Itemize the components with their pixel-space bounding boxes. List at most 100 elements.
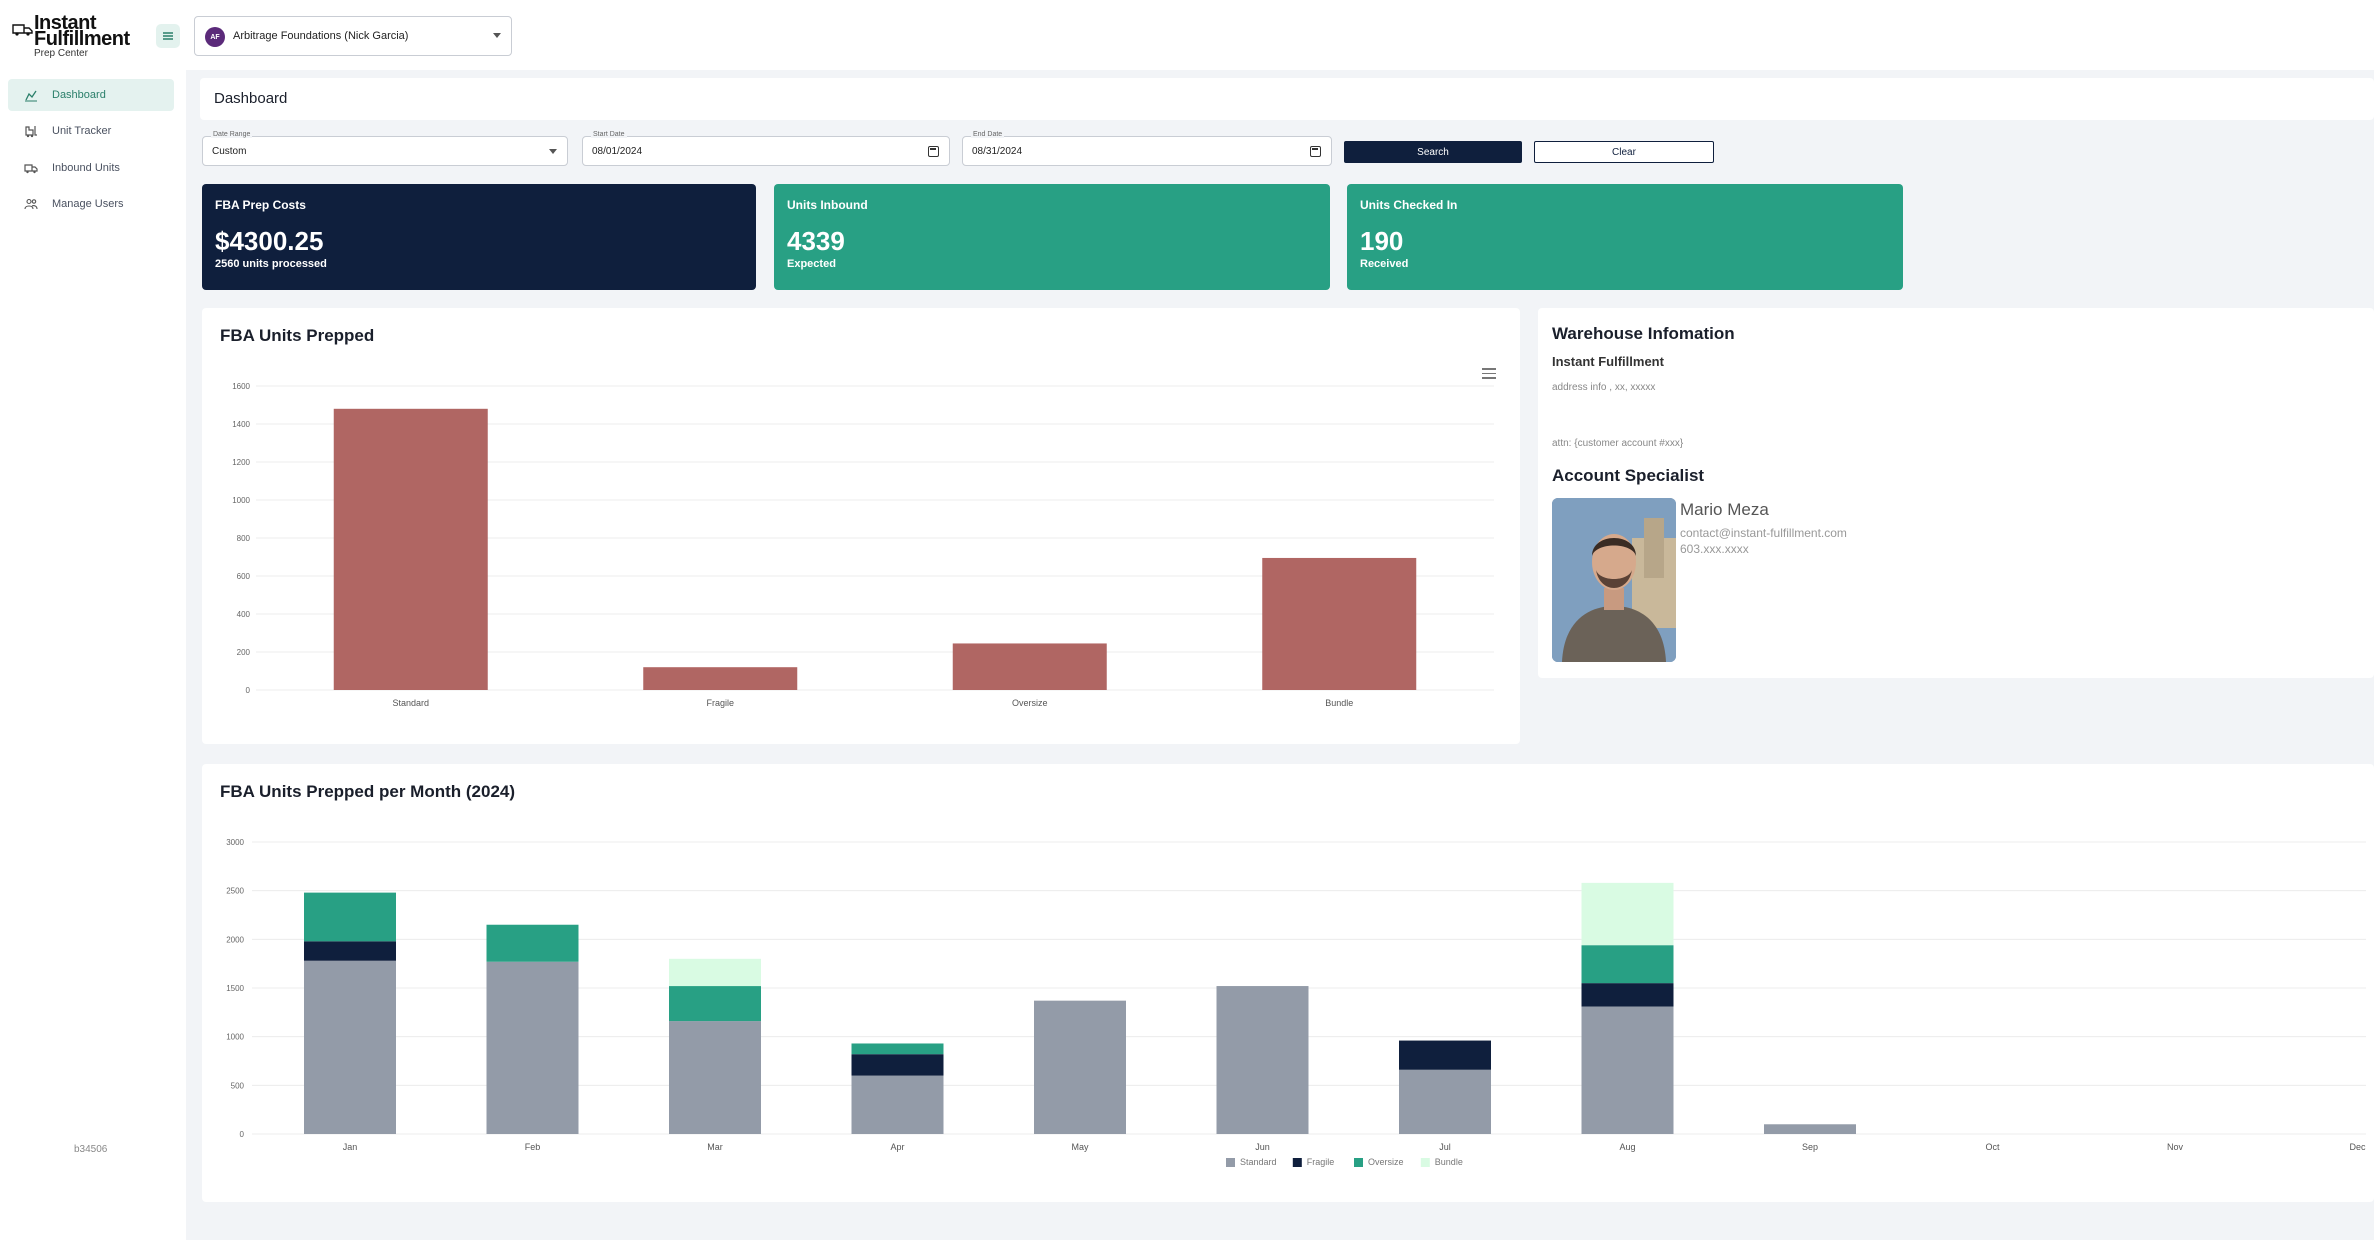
chart-title: FBA Units Prepped	[220, 326, 375, 345]
menu-toggle-button[interactable]	[156, 24, 180, 48]
legend-swatch	[1420, 1158, 1430, 1167]
x-tick-label: May	[1071, 1142, 1089, 1152]
x-tick-label: Feb	[525, 1142, 541, 1152]
sidebar-item-label: Unit Tracker	[52, 125, 112, 137]
y-tick-label: 600	[237, 572, 251, 581]
y-tick-label: 800	[237, 534, 251, 543]
logo-text-line1: Instant	[34, 12, 97, 34]
specialist-photo	[1552, 498, 1676, 662]
sidebar-item-inbound-units[interactable]: Inbound Units	[8, 152, 174, 184]
stat-subtext: 2560 units processed	[215, 258, 327, 270]
calendar-icon[interactable]	[1310, 146, 1321, 157]
legend-swatch	[1226, 1158, 1235, 1167]
stat-subtext: Expected	[787, 258, 836, 270]
bar-segment	[669, 986, 761, 1022]
bar	[952, 643, 1107, 690]
users-icon	[24, 197, 38, 211]
bar	[333, 408, 488, 690]
stat-label: FBA Prep Costs	[215, 198, 306, 212]
stat-value: 4339	[787, 226, 845, 256]
bar-segment	[1764, 1124, 1856, 1134]
x-tick-label: Oversize	[1012, 698, 1048, 708]
legend-swatch	[1292, 1158, 1302, 1167]
chart-menu-icon[interactable]	[1482, 368, 1496, 380]
bar-segment	[1216, 986, 1309, 1134]
bar-segment	[1399, 1069, 1491, 1134]
end-date-value: 08/31/2024	[972, 146, 1023, 157]
x-tick-label: Dec	[2349, 1142, 2366, 1152]
date-range-select[interactable]: Date Range Custom	[202, 131, 568, 166]
start-date-value: 08/01/2024	[592, 146, 643, 157]
version-label: b34506	[74, 1144, 108, 1155]
top-bar: Instant Fulfillment Prep Center AF Arbit…	[0, 0, 2374, 70]
x-tick-label: Mar	[707, 1142, 723, 1152]
x-tick-label: Sep	[1802, 1142, 1818, 1152]
bar	[643, 667, 798, 690]
sidebar-item-label: Inbound Units	[52, 162, 120, 174]
bar-segment	[304, 892, 396, 942]
account-avatar: AF	[205, 27, 225, 47]
specialist-email[interactable]: contact@instant-fulfillment.com	[1680, 526, 1847, 540]
date-range-value: Custom	[212, 146, 247, 157]
stat-value: 190	[1360, 226, 1404, 256]
bar	[1262, 557, 1417, 690]
bar-segment	[1581, 1006, 1674, 1134]
bar-segment	[1581, 882, 1674, 946]
stat-subtext: Received	[1360, 258, 1409, 270]
stat-card-units-inbound: Units Inbound 4339 Expected	[774, 184, 1330, 290]
y-tick-label: 1000	[226, 1033, 244, 1042]
units-prepped-chart: 0 200 400 600 800 1000 1200 1400 1600 Standard Fra…	[232, 382, 1494, 708]
end-date-field[interactable]: End Date 08/31/2024	[962, 131, 1332, 166]
y-tick-label: 1500	[226, 984, 244, 993]
logo-text-line2: Fulfillment	[34, 28, 130, 50]
clear-button[interactable]: Clear	[1534, 141, 1714, 163]
bar-segment	[669, 1021, 761, 1134]
sidebar-item-manage-users[interactable]: Manage Users	[8, 188, 174, 220]
bar-segment	[1034, 1000, 1126, 1134]
y-tick-label: 2500	[226, 887, 244, 896]
y-tick-label: 1400	[232, 420, 250, 429]
account-select[interactable]: AF Arbitrage Foundations (Nick Garcia)	[194, 16, 512, 56]
x-tick-label: Standard	[392, 698, 429, 708]
calendar-icon[interactable]	[928, 146, 939, 157]
bar-segment	[1399, 1040, 1491, 1070]
y-tick-label: 1600	[232, 382, 250, 391]
y-tick-label: 2000	[226, 935, 244, 944]
bar-segment	[486, 924, 579, 962]
logo[interactable]: Instant Fulfillment Prep Center	[12, 12, 132, 60]
legend-label: Oversize	[1368, 1157, 1404, 1167]
sidebar-item-dashboard[interactable]: Dashboard	[8, 79, 174, 111]
x-tick-label: Nov	[2167, 1142, 2184, 1152]
specialist-title: Account Specialist	[1552, 466, 1705, 485]
units-per-month-chart: 0 500 1000 1500 2000 2500 3000 Jan Feb Mar Apr May J…	[226, 838, 2366, 1167]
x-tick-label: Bundle	[1325, 698, 1353, 708]
y-tick-label: 3000	[226, 838, 244, 847]
x-tick-label: Aug	[1619, 1142, 1635, 1152]
sidebar: Dashboard Unit Tracker Inbound Units Man…	[0, 70, 186, 1240]
warehouse-info-panel: Warehouse Infomation Instant Fulfillment…	[1538, 308, 2374, 678]
start-date-field[interactable]: Start Date 08/01/2024	[582, 131, 950, 166]
sidebar-item-label: Dashboard	[52, 89, 106, 101]
page-header: Dashboard	[200, 78, 2374, 120]
account-name: Arbitrage Foundations (Nick Garcia)	[233, 30, 409, 42]
x-tick-label: Oct	[1985, 1142, 2000, 1152]
bar-segment	[486, 961, 579, 1134]
chevron-down-icon	[549, 149, 557, 154]
y-tick-label: 200	[237, 648, 251, 657]
x-tick-label: Jun	[1255, 1142, 1270, 1152]
search-button[interactable]: Search	[1344, 141, 1522, 163]
x-tick-label: Jan	[343, 1142, 358, 1152]
truck-icon	[24, 161, 38, 175]
bar-segment	[851, 1075, 944, 1134]
stat-card-prep-costs: FBA Prep Costs $4300.25 2560 units proce…	[202, 184, 756, 290]
chart-line-icon	[24, 88, 38, 102]
y-tick-label: 500	[231, 1081, 245, 1090]
bar-segment	[851, 1054, 944, 1076]
y-tick-label: 0	[246, 686, 251, 695]
sidebar-item-unit-tracker[interactable]: Unit Tracker	[8, 115, 174, 147]
date-range-label: Date Range	[211, 131, 253, 138]
legend-label: Standard	[1240, 1157, 1277, 1167]
start-date-label: Start Date	[591, 131, 627, 138]
truck-logo-icon	[12, 24, 33, 36]
x-tick-label: Jul	[1439, 1142, 1451, 1152]
